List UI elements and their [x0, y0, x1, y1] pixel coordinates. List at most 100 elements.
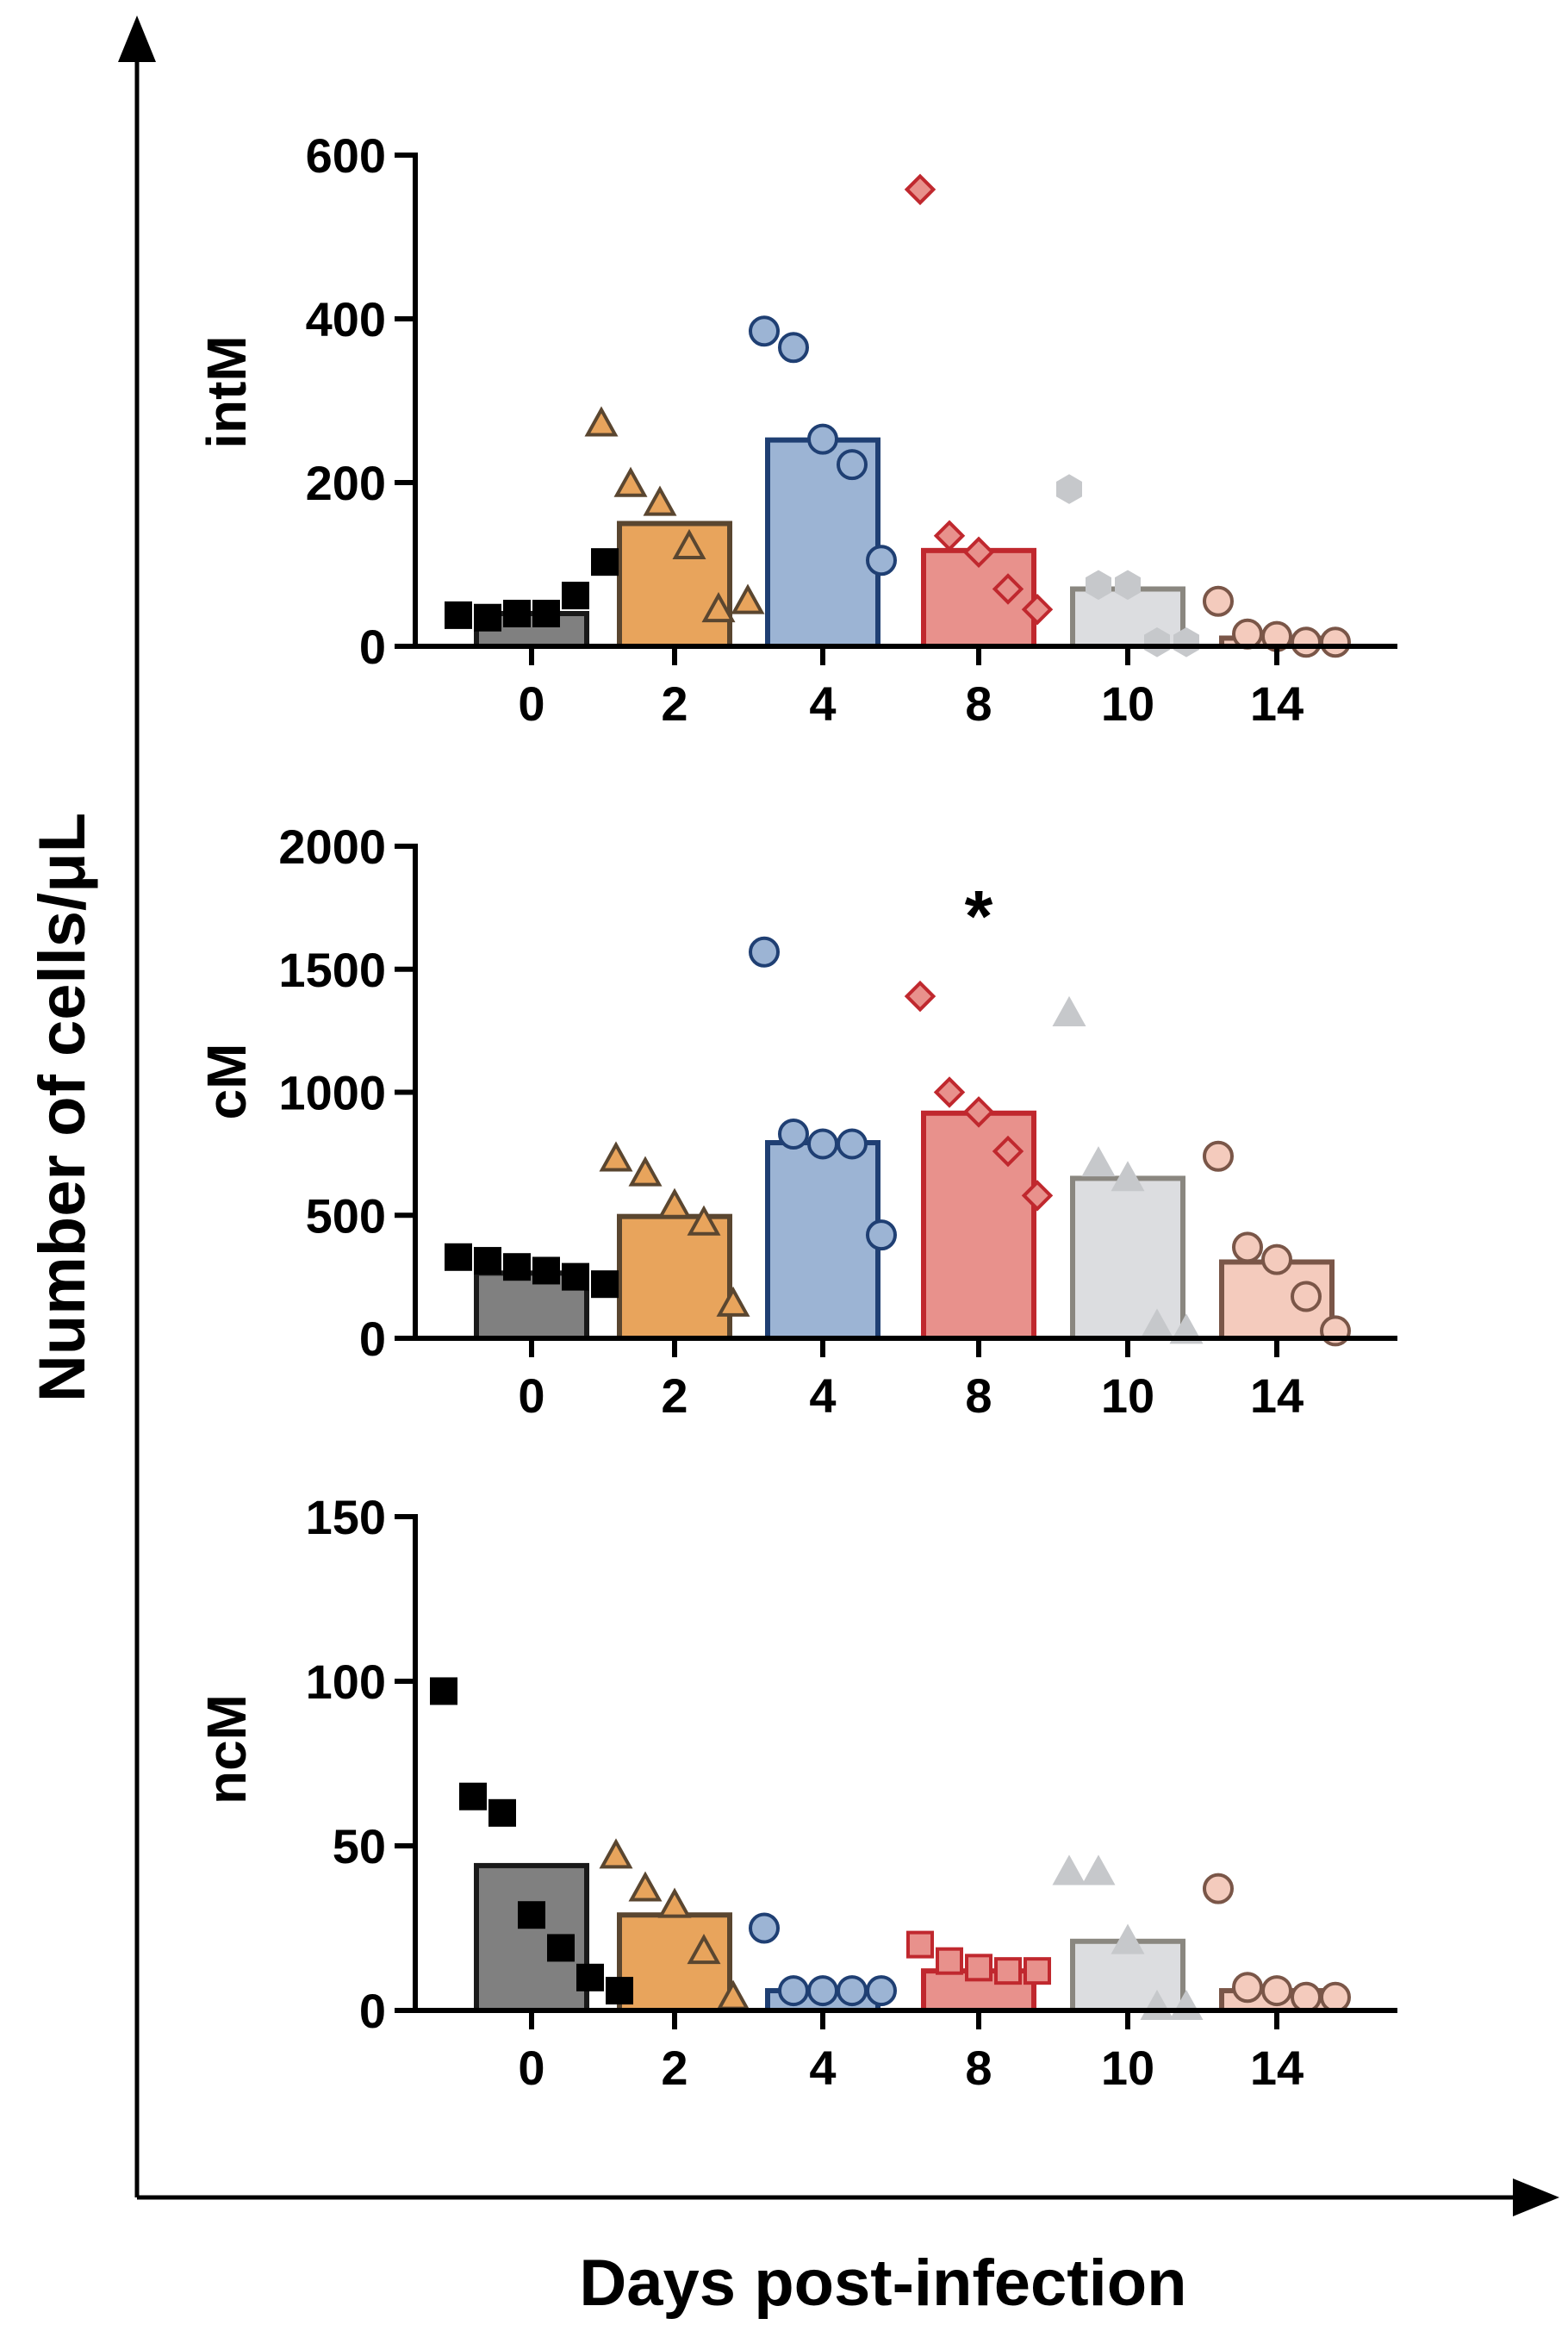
- bar-intM-day-2: [617, 520, 732, 649]
- xtick-label-cM-8: 8: [965, 1368, 992, 1423]
- xtick-label-ncM-14: 14: [1250, 2041, 1304, 2095]
- point-cM-day-4-2: [778, 1119, 809, 1150]
- point-ncM-day-2-1: [599, 1838, 633, 1869]
- point-intM-day-0-1: [445, 601, 472, 629]
- panel-ylabel-intM: intM: [196, 335, 258, 449]
- xtick-label-cM-10: 10: [1101, 1368, 1154, 1423]
- figure-x-axis-arrowhead: [1513, 2178, 1559, 2216]
- annotation-cM-1: *: [965, 876, 993, 957]
- point-ncM-day-14-3: [1261, 1975, 1292, 2007]
- point-intM-day-4-5: [866, 545, 897, 577]
- xtick-label-cM-4: 4: [809, 1368, 836, 1423]
- point-ncM-day-0-1: [430, 1677, 457, 1705]
- point-ncM-day-2-2: [628, 1871, 663, 1902]
- point-ncM-day-14-4: [1291, 1981, 1322, 2013]
- point-ncM-day-0-7: [606, 1977, 633, 2005]
- point-ncM-day-0-5: [547, 1934, 575, 1962]
- point-ncM-day-4-2: [778, 1975, 809, 2007]
- point-cM-day-8-5: [1021, 1180, 1054, 1212]
- point-ncM-day-10-1: [1052, 1854, 1086, 1885]
- point-ncM-day-4-1: [749, 1912, 780, 1944]
- point-cM-day-8-3: [962, 1096, 995, 1128]
- point-ncM-day-8-3: [965, 1954, 992, 1982]
- point-intM-day-8-3: [962, 536, 995, 568]
- point-intM-day-10-5: [1173, 626, 1199, 658]
- ytick-label-cM-1500: 1500: [278, 943, 386, 997]
- ytick-label-cM-500: 500: [306, 1188, 386, 1243]
- point-intM-day-2-3: [643, 485, 677, 516]
- point-intM-day-10-4: [1144, 626, 1170, 658]
- point-cM-day-10-1: [1052, 995, 1086, 1027]
- point-cM-day-0-4: [532, 1256, 560, 1285]
- point-intM-day-10-1: [1056, 474, 1082, 504]
- point-ncM-day-10-2: [1081, 1854, 1116, 1885]
- point-cM-day-14-3: [1261, 1243, 1292, 1275]
- point-intM-day-14-1: [1203, 585, 1234, 617]
- point-ncM-day-8-2: [936, 1947, 963, 1975]
- point-cM-day-8-4: [992, 1135, 1024, 1168]
- ytick-label-intM-0: 0: [359, 620, 386, 674]
- point-ncM-day-2-4: [687, 1934, 721, 1965]
- point-ncM-day-4-3: [807, 1975, 838, 2007]
- point-cM-day-0-5: [562, 1262, 589, 1291]
- point-ncM-day-8-1: [906, 1930, 934, 1959]
- point-intM-day-14-5: [1320, 626, 1351, 658]
- point-intM-day-2-5: [701, 592, 736, 623]
- xtick-label-ncM-8: 8: [965, 2041, 992, 2095]
- point-intM-day-2-6: [731, 583, 765, 614]
- point-cM-day-0-1: [445, 1243, 472, 1271]
- xtick-label-intM-4: 4: [809, 676, 836, 731]
- point-intM-day-8-5: [1021, 594, 1054, 626]
- point-intM-day-2-4: [672, 528, 706, 559]
- xtick-label-ncM-4: 4: [809, 2041, 836, 2095]
- point-ncM-day-14-5: [1320, 1981, 1351, 2013]
- point-cM-day-2-5: [716, 1286, 750, 1317]
- ytick-label-ncM-150: 150: [306, 1490, 386, 1544]
- point-intM-day-2-2: [613, 466, 648, 497]
- bar-cM-day-4: [765, 1140, 880, 1341]
- point-ncM-day-4-4: [837, 1975, 868, 2007]
- point-intM-day-4-1: [749, 315, 780, 347]
- bar-cM-day-10: [1070, 1175, 1185, 1342]
- point-cM-day-14-2: [1232, 1231, 1263, 1263]
- point-cM-day-10-3: [1111, 1161, 1145, 1192]
- point-intM-day-8-1: [904, 173, 936, 206]
- xtick-label-intM-2: 2: [661, 676, 688, 731]
- panel-ylabel-ncM: ncM: [196, 1694, 258, 1804]
- xtick-label-cM-0: 0: [518, 1368, 544, 1423]
- point-cM-day-14-4: [1291, 1281, 1322, 1312]
- ytick-label-intM-600: 600: [306, 128, 386, 183]
- point-cM-day-8-2: [933, 1076, 966, 1108]
- point-cM-day-0-3: [503, 1253, 531, 1281]
- point-intM-day-8-2: [933, 520, 966, 552]
- point-ncM-day-4-5: [866, 1975, 897, 2007]
- figure-y-axis-arrowhead: [118, 16, 156, 62]
- point-intM-day-0-6: [591, 548, 619, 577]
- point-intM-day-4-3: [807, 423, 838, 455]
- point-intM-day-8-4: [992, 573, 1024, 605]
- point-ncM-day-0-4: [518, 1901, 545, 1929]
- point-intM-day-0-5: [562, 582, 589, 610]
- point-ncM-day-2-3: [657, 1887, 692, 1918]
- point-intM-day-0-4: [532, 600, 560, 627]
- point-cM-day-4-5: [866, 1219, 897, 1251]
- point-cM-day-8-1: [904, 980, 936, 1013]
- ytick-label-intM-400: 400: [306, 292, 386, 346]
- xtick-label-intM-0: 0: [518, 676, 544, 731]
- point-ncM-day-0-3: [488, 1798, 516, 1827]
- point-cM-day-10-2: [1081, 1146, 1116, 1177]
- point-cM-day-2-4: [687, 1205, 721, 1236]
- xtick-label-ncM-2: 2: [661, 2041, 688, 2095]
- ytick-label-ncM-50: 50: [333, 1819, 386, 1873]
- point-cM-day-2-2: [628, 1156, 663, 1187]
- point-ncM-day-10-3: [1111, 1923, 1145, 1954]
- point-cM-day-2-3: [657, 1187, 692, 1218]
- point-ncM-day-14-2: [1232, 1972, 1263, 2004]
- point-intM-day-14-4: [1291, 626, 1322, 658]
- bar-ncM-day-0: [474, 1862, 589, 2013]
- xtick-label-intM-14: 14: [1250, 676, 1304, 731]
- point-ncM-day-0-6: [576, 1963, 604, 1991]
- point-intM-day-4-2: [778, 332, 809, 364]
